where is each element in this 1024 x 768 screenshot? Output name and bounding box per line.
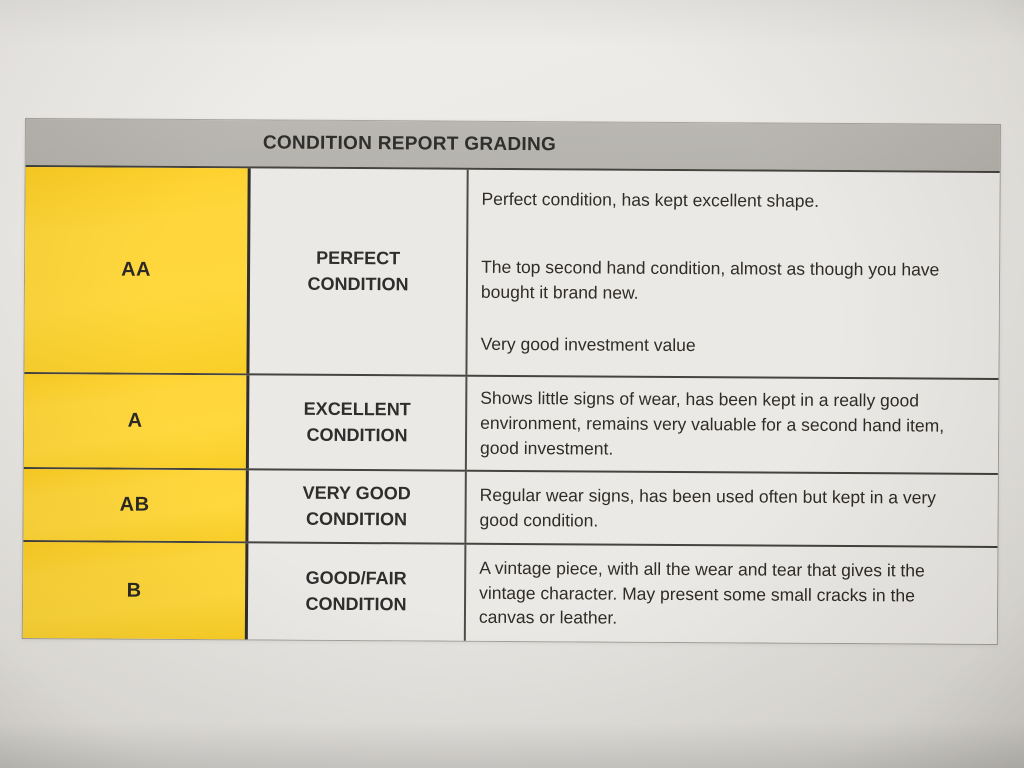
condition-cell: EXCELLENT CONDITION: [248, 375, 468, 470]
condition-label: EXCELLENT CONDITION: [303, 398, 411, 445]
table-row-b: B GOOD/FAIR CONDITION A vintage piece, w…: [22, 539, 998, 644]
description-paragraph: The top second hand condition, almost as…: [480, 256, 940, 303]
condition-grading-table: CONDITION REPORT GRADING AA PERFECT COND…: [21, 118, 1001, 645]
table-header-row: CONDITION REPORT GRADING: [25, 119, 1000, 171]
condition-label: PERFECT CONDITION: [307, 247, 409, 294]
description-paragraph: Perfect condition, has kept excellent sh…: [481, 188, 820, 211]
table-row-a: A EXCELLENT CONDITION Shows little signs…: [23, 372, 999, 473]
description-cell: Shows little signs of wear, has been kep…: [467, 377, 999, 473]
description-paragraph: Very good investment value: [480, 333, 696, 355]
table-title: CONDITION REPORT GRADING: [262, 132, 557, 156]
description-paragraph: A vintage piece, with all the wear and t…: [478, 557, 925, 629]
description-cell: A vintage piece, with all the wear and t…: [466, 545, 998, 644]
description-cell: Perfect condition, has kept excellent sh…: [467, 170, 999, 378]
grade-cell: AA: [24, 167, 251, 374]
condition-cell: PERFECT CONDITION: [249, 168, 469, 375]
grade-cell: B: [22, 541, 249, 640]
condition-cell: GOOD/FAIR CONDITION: [247, 543, 467, 641]
description-paragraph: Regular wear signs, has been used often …: [479, 484, 937, 531]
table-row-aa: AA PERFECT CONDITION Perfect condition, …: [24, 165, 1000, 378]
description-cell: Regular wear signs, has been used often …: [466, 472, 997, 546]
description-paragraph: Shows little signs of wear, has been kep…: [479, 388, 945, 459]
grade-cell: AB: [23, 468, 249, 542]
condition-label: GOOD/FAIR CONDITION: [305, 568, 407, 615]
grade-cell: A: [23, 374, 250, 469]
condition-label: VERY GOOD CONDITION: [302, 482, 411, 529]
condition-cell: VERY GOOD CONDITION: [248, 470, 467, 543]
table-row-ab: AB VERY GOOD CONDITION Regular wear sign…: [23, 466, 998, 546]
